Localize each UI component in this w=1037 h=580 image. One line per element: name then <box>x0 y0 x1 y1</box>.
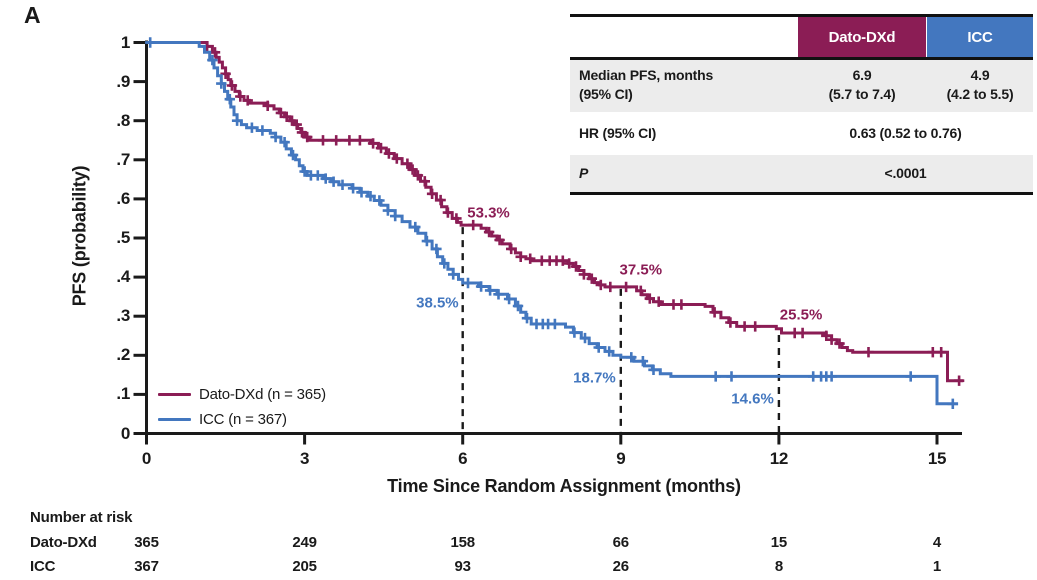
risk-value-datodxd-3mo: 249 <box>292 534 317 551</box>
table-bottom-border <box>570 192 1033 195</box>
y-tick-label-.3: .3 <box>116 306 130 326</box>
y-tick-label-.5: .5 <box>116 228 130 247</box>
x-tick-label-15: 15 <box>927 449 947 468</box>
legend-label-dato: Dato-DXd (n = 365) <box>199 386 326 403</box>
x-axis-title: Time Since Random Assignment (months) <box>387 476 741 496</box>
censor-marks-dato <box>201 41 965 386</box>
risk-value-datodxd-15mo: 4 <box>932 534 942 551</box>
median-value-icc: 4.9 (4.2 to 5.5) <box>927 66 1033 104</box>
icc-line-swatch <box>158 417 191 422</box>
hr-row-label: HR (95% CI) <box>579 125 657 141</box>
annotation-38.5pct: 38.5% <box>416 294 459 311</box>
legend-row-icc: ICC (n = 367) <box>158 407 326 432</box>
table-header-icc: ICC <box>927 17 1033 57</box>
censor-marks-icc <box>145 37 958 409</box>
median-row-background <box>570 60 1033 112</box>
table-header-border <box>570 57 1033 60</box>
risk-value-datodxd-0mo: 365 <box>134 534 159 551</box>
median-row-label-line1: Median PFS, months <box>579 67 714 83</box>
risk-value-icc-3mo: 205 <box>292 558 317 575</box>
legend-row-dato: Dato-DXd (n = 365) <box>158 382 326 407</box>
y-tick-label-.4: .4 <box>116 267 130 287</box>
p-row-label: P <box>579 165 589 181</box>
y-tick-label-.6: .6 <box>116 188 130 208</box>
stats-table: Dato-DXd ICC Median PFS, months (95% CI)… <box>570 14 1033 195</box>
y-tick-label-.1: .1 <box>116 384 130 404</box>
annotation-14.6pct: 14.6% <box>731 390 774 408</box>
annotation-37.5pct: 37.5% <box>619 261 663 279</box>
median-value-dato-line1: 6.9 <box>852 67 872 83</box>
x-tick-label-6: 6 <box>458 449 468 468</box>
table-header-dato: Dato-DXd <box>798 17 926 57</box>
median-value-dato-line2: (5.7 to 7.4) <box>828 86 896 102</box>
y-tick-label-.8: .8 <box>116 110 130 130</box>
annotation-18.7pct: 18.7% <box>573 369 616 387</box>
x-tick-label-12: 12 <box>769 449 789 468</box>
annotation-53.3pct: 53.3% <box>467 204 510 222</box>
risk-table-title: Number at risk <box>30 509 133 526</box>
risk-value-datodxd-9mo: 66 <box>612 534 629 551</box>
risk-value-icc-12mo: 8 <box>774 558 783 575</box>
p-row-background <box>570 155 1033 192</box>
y-axis-title: PFS (probability) <box>69 165 90 307</box>
risk-row-label-icc: ICC <box>30 558 56 575</box>
risk-value-datodxd-12mo: 15 <box>770 534 788 551</box>
legend: Dato-DXd (n = 365) ICC (n = 367) <box>158 382 326 432</box>
y-tick-label-.2: .2 <box>116 345 130 365</box>
annotation-25.5pct: 25.5% <box>779 306 823 324</box>
x-tick-label-9: 9 <box>616 449 626 468</box>
x-tick-label-0: 0 <box>141 449 152 468</box>
y-tick-label-.7: .7 <box>116 149 130 169</box>
legend-label-icc: ICC (n = 367) <box>199 411 287 428</box>
y-tick-label-.9: .9 <box>116 71 130 91</box>
dato-line-swatch <box>158 392 191 397</box>
risk-value-datodxd-6mo: 158 <box>450 534 475 551</box>
y-tick-label-1: 1 <box>120 32 130 52</box>
median-row-label: Median PFS, months (95% CI) <box>579 66 713 104</box>
median-row-label-line2: (95% CI) <box>579 86 633 102</box>
median-value-dato: 6.9 (5.7 to 7.4) <box>798 66 926 104</box>
risk-row-label-dato: Dato-DXd <box>30 534 97 551</box>
hr-row-value: 0.63 (0.52 to 0.76) <box>849 125 962 141</box>
p-row-value: <.0001 <box>884 165 927 181</box>
risk-value-icc-6mo: 93 <box>454 558 471 575</box>
table-top-border <box>570 14 1033 17</box>
panel-label: A <box>24 2 42 28</box>
y-tick-label-0: 0 <box>120 423 130 443</box>
x-tick-label-3: 3 <box>300 449 310 468</box>
risk-value-icc-15mo: 1 <box>932 558 942 575</box>
median-value-icc-line2: (4.2 to 5.5) <box>946 86 1014 102</box>
risk-value-icc-9mo: 26 <box>612 558 629 575</box>
median-value-icc-line1: 4.9 <box>970 67 990 83</box>
risk-value-icc-0mo: 367 <box>134 558 159 575</box>
